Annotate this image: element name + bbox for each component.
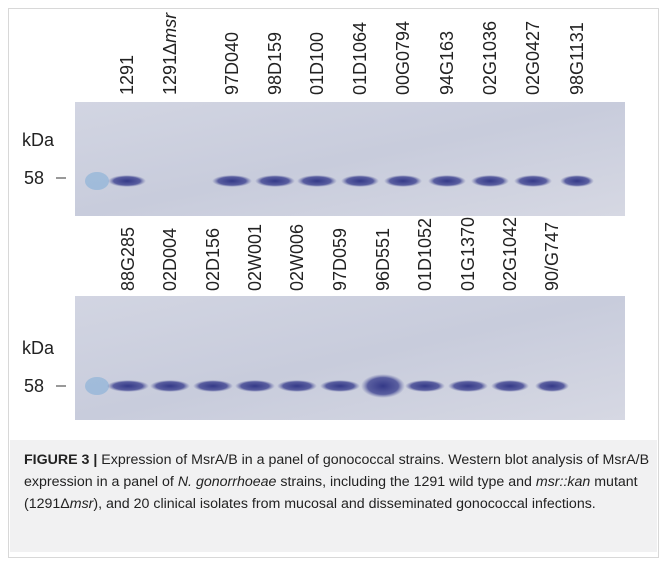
protein-band	[297, 175, 337, 187]
caption-text: strains, including the 1291 wild type an…	[276, 474, 535, 490]
caption-label: FIGURE 3 |	[24, 452, 97, 468]
lane-name: 02G1042	[500, 217, 520, 291]
lane-name: 01G1370	[458, 217, 478, 291]
protein-band	[491, 380, 529, 392]
lane-label: 02G0427	[523, 21, 543, 95]
lane-name: 90/G747	[542, 222, 562, 291]
lane-label: 01D1052	[415, 218, 435, 291]
lane-label: 98G1131	[567, 22, 587, 95]
protein-band	[235, 380, 275, 392]
unit-label: kDa	[22, 338, 55, 358]
blot-figure: kDa 58 1291 1291Δmsr 97D040 98D159 01D100 01D10…	[0, 0, 667, 440]
lane-name: 96D551	[373, 228, 393, 291]
lane-name: 01D1064	[350, 22, 370, 95]
marker-label: 58	[24, 168, 44, 188]
protein-band	[514, 175, 552, 187]
lane-label: 02D156	[203, 228, 223, 291]
lane-name: 97D059	[330, 228, 350, 291]
lane-name: 02D004	[160, 228, 180, 291]
lane-label: 1291	[117, 55, 137, 95]
lane-name: 02D156	[203, 228, 223, 291]
protein-band	[150, 380, 190, 392]
protein-band	[384, 175, 422, 187]
lane-name: 98D159	[265, 32, 285, 95]
caption: FIGURE 3 | Expression of MsrA/B in a pan…	[24, 449, 652, 515]
protein-band	[341, 175, 379, 187]
protein-band	[448, 380, 488, 392]
lane-name: 02G0427	[523, 21, 543, 95]
caption-text: msr	[70, 496, 94, 512]
lane-name: 02G1036	[480, 21, 500, 95]
caption-box: FIGURE 3 | Expression of MsrA/B in a pan…	[10, 440, 657, 552]
protein-band	[471, 175, 509, 187]
lane-name: 00G0794	[393, 21, 413, 95]
protein-band	[361, 374, 405, 398]
lane-name: 01D1052	[415, 218, 435, 291]
lane-name: 97D040	[222, 32, 242, 95]
protein-band	[193, 380, 233, 392]
unit-label: kDa	[22, 130, 55, 150]
lane-label: 02G1036	[480, 21, 500, 95]
protein-band	[320, 380, 360, 392]
caption-text: N. gonorrhoeae	[178, 474, 277, 490]
lane-label: 94G163	[437, 31, 457, 95]
lane-label: 02G1042	[500, 217, 520, 291]
lane-label: 01D100	[307, 32, 327, 95]
lane-label: 90/G747	[542, 222, 562, 291]
lane-name: 98G1131	[567, 22, 587, 95]
lane-label: 98D159	[265, 32, 285, 95]
lane-name: 1291	[117, 55, 137, 95]
lane-label: 00G0794	[393, 21, 413, 95]
protein-band	[428, 175, 466, 187]
protein-band	[255, 175, 295, 187]
lane-label: 1291Δmsr	[160, 12, 180, 95]
lane-name-italic: msr	[160, 12, 180, 43]
protein-band	[212, 175, 252, 187]
caption-text: ), and 20 clinical isolates from mucosal…	[93, 496, 595, 512]
ladder-spot	[85, 377, 109, 395]
caption-text: msr::kan	[536, 474, 590, 490]
lane-name: 02W001	[245, 224, 265, 291]
lane-label: 96D551	[373, 228, 393, 291]
ladder-spot	[85, 172, 109, 190]
lane-label: 97D059	[330, 228, 350, 291]
lane-label: 97D040	[222, 32, 242, 95]
lane-name: 01D100	[307, 32, 327, 95]
marker-label: 58	[24, 376, 44, 396]
lane-name: 02W006	[287, 224, 307, 291]
protein-band	[560, 175, 594, 187]
lane-label: 02W001	[245, 224, 265, 291]
lane-name: 1291Δ	[160, 43, 180, 95]
lane-label: 02W006	[287, 224, 307, 291]
lane-label: 02D004	[160, 228, 180, 291]
blot-membrane	[75, 296, 625, 420]
lane-name: 88G285	[118, 227, 138, 291]
lane-name: 94G163	[437, 31, 457, 95]
lane-label: 01D1064	[350, 22, 370, 95]
protein-band	[108, 175, 146, 187]
blot-membrane	[75, 102, 625, 216]
protein-band	[405, 380, 445, 392]
protein-band	[535, 380, 569, 392]
lane-label: 88G285	[118, 227, 138, 291]
protein-band	[277, 380, 317, 392]
protein-band	[107, 380, 149, 392]
lane-label: 01G1370	[458, 217, 478, 291]
